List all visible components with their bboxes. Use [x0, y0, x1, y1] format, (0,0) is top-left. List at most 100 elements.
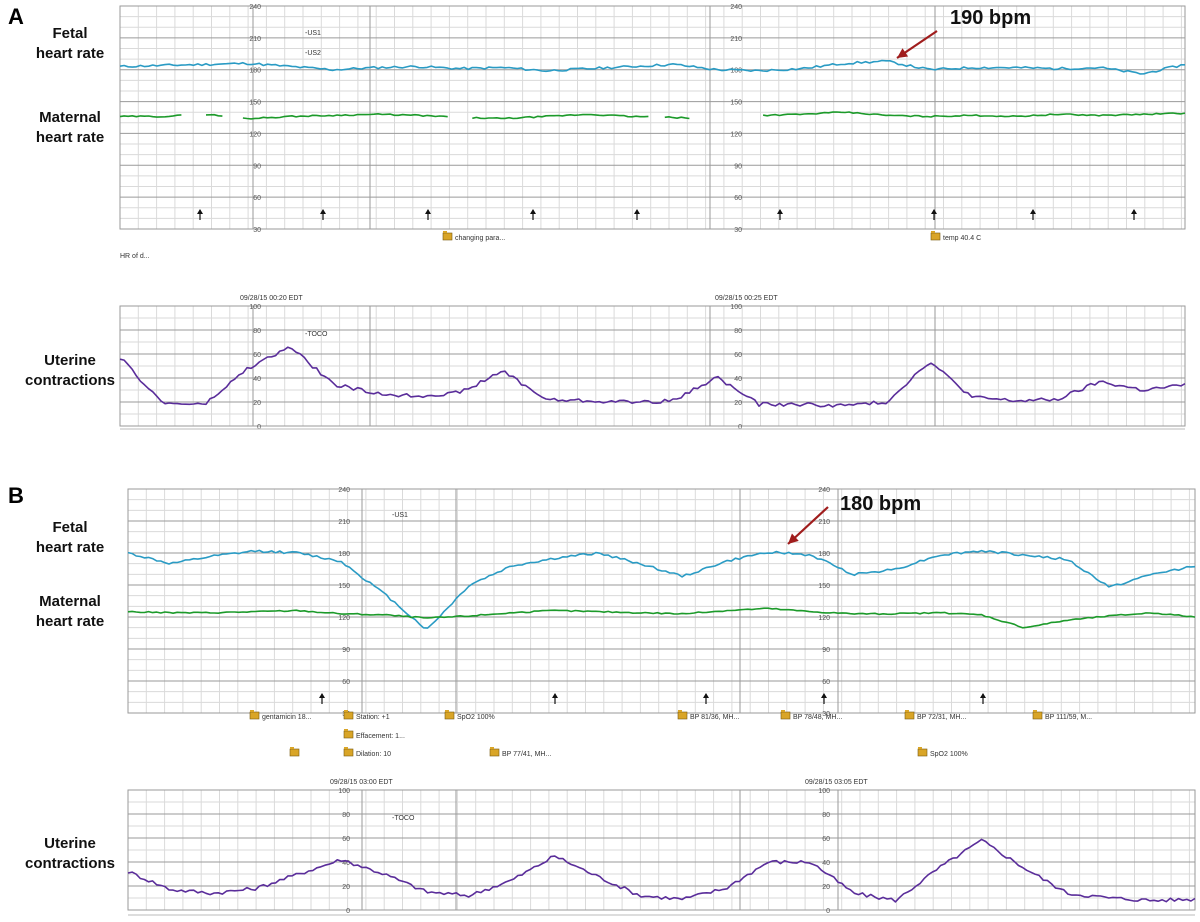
note-label: BP 78/48, MH... — [793, 714, 842, 721]
folder-note-icon — [917, 747, 928, 757]
bpm-annotation: 190 bpm — [950, 7, 1031, 29]
hr-tick-label: 90 — [822, 647, 830, 654]
hr-tick-label: 30 — [734, 227, 742, 234]
panel-b: B 240 210 180 150 120 90 60 30 240 210 180 150 120 90 6… — [8, 483, 1196, 916]
hr-tick-label: 120 — [730, 131, 742, 138]
up-arrow-icon — [777, 209, 783, 220]
toco-tick-label: 100 — [338, 788, 350, 795]
hr-tick-label: 210 — [730, 36, 742, 43]
hr-tick-label: 60 — [734, 195, 742, 202]
hr-tick-label: 60 — [342, 679, 350, 686]
toco-tick-label: 80 — [822, 812, 830, 819]
up-arrow-icon — [530, 209, 536, 220]
heart-rate-chart: 240 210 180 150 120 90 60 30 240 210 180 150 120 90 60… — [127, 487, 1196, 718]
uterine-label-line1: Uterine — [44, 835, 96, 852]
hr-tick-label: 90 — [342, 647, 350, 654]
note-label: BP 77/41, MH... — [502, 751, 551, 758]
toco-tick-label: 20 — [342, 884, 350, 891]
up-arrow-icon — [1030, 209, 1036, 220]
chart-frame — [119, 5, 1186, 230]
toco-tick-label: 40 — [822, 860, 830, 867]
hr-tick-label: 210 — [249, 36, 261, 43]
note-label: changing para... — [455, 235, 505, 242]
up-arrow-icon — [1131, 209, 1137, 220]
hr-tick-label: 150 — [249, 100, 261, 107]
up-arrow-icon — [980, 693, 986, 704]
folder-note-icon — [343, 710, 354, 720]
timestamp: 09/28/15 03:00 EDT — [330, 779, 393, 786]
hr-tick-label: 90 — [253, 163, 261, 170]
toco-tick-label: 0 — [738, 424, 742, 431]
fetal-label-line1: Fetal — [52, 519, 87, 536]
folder-note-icon — [904, 710, 915, 720]
uterine-label-line1: Uterine — [44, 352, 96, 369]
hr-tick-label: 120 — [249, 131, 261, 138]
hr-tick-label: 150 — [818, 583, 830, 590]
up-arrow-icon — [703, 693, 709, 704]
hr-tick-label: 210 — [338, 519, 350, 526]
folder-note-icon — [343, 747, 354, 757]
bpm-annotation: 180 bpm — [840, 493, 921, 515]
hr-tick-label: 60 — [822, 679, 830, 686]
folder-note-icon — [249, 710, 260, 720]
chart-frame — [127, 488, 1196, 714]
hr-tick-label: 180 — [249, 68, 261, 75]
chart-frame — [127, 789, 1196, 911]
toco-tick-label: 0 — [346, 908, 350, 915]
toco-label: -TOCO — [392, 815, 415, 822]
hr-tick-label: 180 — [818, 551, 830, 558]
panel-letter: B — [8, 483, 24, 508]
maternal-hr-line — [127, 607, 1196, 629]
channel-label: -US1 — [305, 30, 321, 37]
maternal-label-line1: Maternal — [39, 593, 101, 610]
toco-tick-label: 60 — [253, 352, 261, 359]
maternal-hr-line — [119, 111, 1186, 120]
folder-note-icon — [444, 710, 455, 720]
hr-tick-label: 240 — [730, 4, 742, 11]
hr-note: HR of d... — [120, 253, 150, 260]
up-arrow-icon — [634, 209, 640, 220]
toco-tick-label: 100 — [730, 304, 742, 311]
hr-tick-label: 150 — [338, 583, 350, 590]
folder-note-icon — [343, 729, 354, 739]
hr-tick-label: 180 — [338, 551, 350, 558]
fetal-label-line1: Fetal — [52, 25, 87, 42]
hr-tick-label: 120 — [818, 615, 830, 622]
panel-a: A 240 210 180 150 120 90 60 30 240 210 180 150 120 90 6… — [8, 4, 1186, 431]
note-label: SpO2 100% — [930, 751, 968, 758]
toco-tick-label: 20 — [734, 400, 742, 407]
folder-note-icon — [780, 710, 791, 720]
note-label: BP 111/59, M... — [1045, 714, 1092, 721]
hr-tick-label: 120 — [338, 615, 350, 622]
fetal-hr-line — [119, 59, 1185, 75]
pointer-arrow-icon — [787, 506, 829, 545]
folder-note-icon — [1032, 710, 1043, 720]
fetal-label-line2: heart rate — [36, 45, 104, 62]
panel-letter: A — [8, 4, 24, 29]
toco-tick-label: 0 — [826, 908, 830, 915]
uterine-contraction-chart: 100 80 60 40 20 0 100 80 60 40 20 0 -TOCO — [127, 788, 1196, 916]
up-arrow-icon — [821, 693, 827, 704]
heart-rate-chart: 240 210 180 150 120 90 60 30 240 210 180 150 120 90 60… — [119, 4, 1186, 234]
hr-tick-label: 150 — [730, 100, 742, 107]
toco-tick-label: 80 — [734, 328, 742, 335]
toco-tick-label: 100 — [818, 788, 830, 795]
hr-tick-label: 180 — [730, 68, 742, 75]
up-arrow-icon — [319, 693, 325, 704]
note-label: Dilation: 10 — [356, 751, 391, 758]
folder-note-icon — [677, 710, 688, 720]
pointer-arrow-icon — [896, 30, 938, 59]
folder-note-icon — [489, 747, 500, 757]
folder-note-icon — [930, 231, 941, 241]
toco-tick-label: 40 — [734, 376, 742, 383]
uterine-label-line2: contractions — [25, 855, 115, 872]
toco-line — [119, 346, 1186, 408]
toco-line — [127, 838, 1196, 903]
hr-tick-label: 210 — [818, 519, 830, 526]
note-label: gentamicin 18... — [262, 714, 311, 721]
toco-tick-label: 20 — [253, 400, 261, 407]
toco-tick-label: 20 — [822, 884, 830, 891]
toco-label: -TOCO — [305, 331, 328, 338]
note-label: BP 72/31, MH... — [917, 714, 966, 721]
timestamp: 09/28/15 00:20 EDT — [240, 295, 303, 302]
